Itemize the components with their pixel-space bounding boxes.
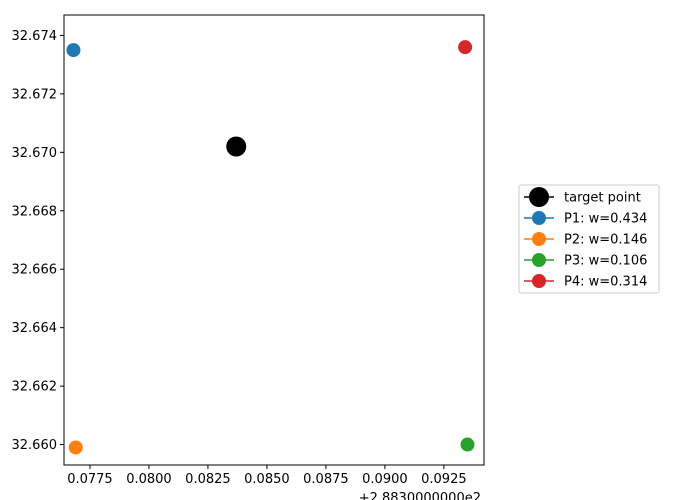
y-tick-label: 32.674 <box>12 29 58 44</box>
x-tick-label: 0.0775 <box>67 472 113 487</box>
legend-marker <box>529 187 549 207</box>
y-tick-label: 32.670 <box>12 146 58 161</box>
legend-frame <box>518 184 660 294</box>
x-tick-label: 0.0850 <box>244 472 290 487</box>
data-points <box>66 40 475 455</box>
y-tick-label: 32.668 <box>12 204 58 219</box>
y-tick-label: 32.672 <box>12 87 58 102</box>
x-tick-label: 0.0800 <box>126 472 172 487</box>
y-axis: 32.660 32.662 32.664 32.666 32.668 32.670 32.6… <box>12 29 64 453</box>
legend: target point P1: w=0.434 P2: w=0.146 P3: w=… <box>518 184 660 294</box>
y-tick-label: 32.666 <box>12 263 58 278</box>
data-point <box>68 440 83 455</box>
legend-label: target point <box>564 191 641 206</box>
y-tick-label: 32.660 <box>12 438 58 453</box>
x-tick-label: 0.0875 <box>303 472 349 487</box>
x-tick-label: 0.0925 <box>421 472 467 487</box>
data-point <box>226 136 247 157</box>
legend-label: P4: w=0.314 <box>564 275 647 290</box>
legend-marker <box>532 232 546 246</box>
legend-marker <box>532 211 546 225</box>
legend-marker <box>532 253 546 267</box>
x-axis-offset-label: +2.8830000000e2 <box>359 491 481 500</box>
legend-label: P2: w=0.146 <box>564 233 647 248</box>
legend-marker <box>532 274 546 288</box>
plot-area <box>63 14 485 466</box>
axes-frame <box>63 14 485 466</box>
y-tick-label: 32.664 <box>12 321 58 336</box>
legend-label: P1: w=0.434 <box>564 212 647 227</box>
legend-label: P3: w=0.106 <box>564 254 647 269</box>
y-tick-label: 32.662 <box>12 380 58 395</box>
x-tick-label: 0.0900 <box>362 472 408 487</box>
data-point <box>66 43 81 58</box>
x-tick-label: 0.0825 <box>185 472 231 487</box>
x-axis: 0.0775 0.0800 0.0825 0.0850 0.0875 0.0900 0.09… <box>67 465 467 487</box>
data-point <box>458 40 473 55</box>
data-point <box>460 437 475 452</box>
